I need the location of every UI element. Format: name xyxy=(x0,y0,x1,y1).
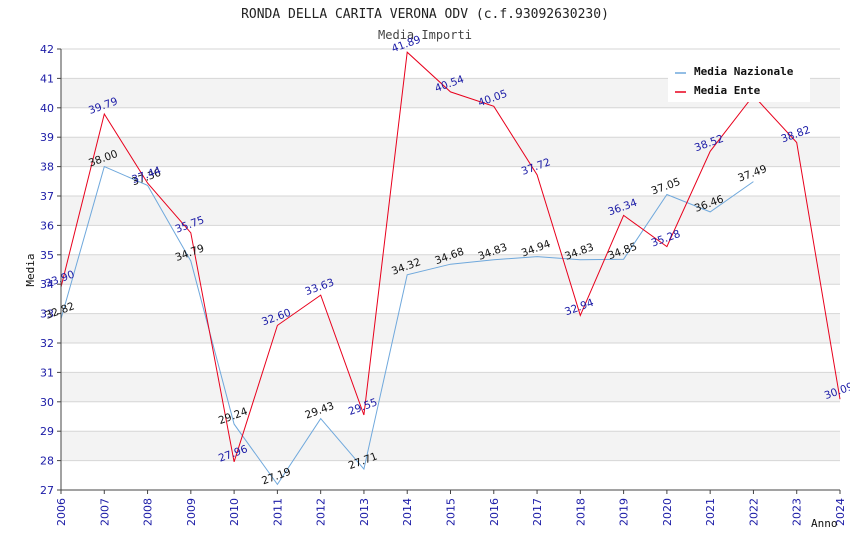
x-tick-label: 2010 xyxy=(228,498,241,526)
x-tick-label: 2014 xyxy=(401,498,414,526)
x-tick-label: 2019 xyxy=(618,498,631,526)
x-tick-label: 2013 xyxy=(358,498,371,526)
grid-band xyxy=(61,196,840,226)
x-tick-label: 2018 xyxy=(574,498,587,526)
x-axis-ticks: 2006 2007 2008 2009 2010 2011 2012 2013 2014 2015… xyxy=(55,490,847,526)
x-tick-label: 2007 xyxy=(98,498,111,526)
y-tick-label: 27 xyxy=(40,484,54,497)
legend-label-media-ente: Media Ente xyxy=(694,84,761,97)
y-tick-label: 40 xyxy=(40,102,54,115)
legend-box xyxy=(668,62,810,102)
chart-subtitle: Media Importi xyxy=(378,28,472,42)
y-tick-label: 39 xyxy=(40,131,54,144)
x-axis-label: Anno xyxy=(811,517,838,530)
x-tick-label: 2009 xyxy=(185,498,198,526)
legend: Media Nazionale Media Ente xyxy=(668,62,810,102)
x-tick-label: 2012 xyxy=(315,498,328,526)
y-axis-label: Media xyxy=(24,253,37,286)
data-label-media-nazionale: 29.43 xyxy=(303,400,335,422)
y-tick-label: 38 xyxy=(40,161,54,174)
x-tick-label: 2020 xyxy=(661,498,674,526)
y-tick-label: 37 xyxy=(40,190,54,203)
series-line-media-nazionale xyxy=(60,165,754,486)
series-lines xyxy=(60,51,841,486)
x-tick-label: 2011 xyxy=(271,498,284,526)
legend-label-media-nazionale: Media Nazionale xyxy=(694,65,794,78)
data-label-media-ente: 33.90 xyxy=(44,269,76,291)
grid-band xyxy=(61,431,840,461)
x-tick-label: 2006 xyxy=(55,498,68,526)
y-tick-label: 30 xyxy=(40,396,54,409)
x-tick-label: 2015 xyxy=(445,498,458,526)
grid-band xyxy=(61,254,840,285)
grid-band xyxy=(61,313,840,343)
x-tick-label: 2008 xyxy=(142,498,155,526)
x-tick-label: 2016 xyxy=(488,498,501,526)
y-tick-label: 36 xyxy=(40,219,54,232)
x-tick-label: 2024 xyxy=(834,498,847,526)
y-axis-ticks: 27 28 29 30 31 32 33 34 35 36 37 38 39 40 41 42 xyxy=(40,43,61,497)
data-label-media-nazionale: 37.05 xyxy=(650,176,682,198)
chart-title: RONDA DELLA CARITA VERONA ODV (c.f.93092… xyxy=(241,7,609,22)
y-tick-label: 34 xyxy=(40,278,54,291)
x-tick-label: 2021 xyxy=(704,498,717,526)
y-tick-label: 41 xyxy=(40,72,54,85)
x-tick-label: 2022 xyxy=(747,498,760,526)
data-label-media-nazionale: 27.19 xyxy=(260,466,292,488)
data-label-media-nazionale: 29.24 xyxy=(217,405,250,427)
y-tick-label: 29 xyxy=(40,425,54,438)
grid-band xyxy=(61,372,840,402)
y-tick-label: 33 xyxy=(40,308,54,321)
x-tick-label: 2017 xyxy=(531,498,544,526)
x-tick-label: 2023 xyxy=(791,498,804,526)
grid-bands xyxy=(61,78,840,461)
series-line-media-ente xyxy=(60,51,841,462)
y-tick-label: 35 xyxy=(40,249,54,262)
y-tick-label: 32 xyxy=(40,337,54,350)
y-tick-label: 31 xyxy=(40,366,54,379)
y-tick-label: 42 xyxy=(40,43,54,56)
y-tick-label: 28 xyxy=(40,455,54,468)
